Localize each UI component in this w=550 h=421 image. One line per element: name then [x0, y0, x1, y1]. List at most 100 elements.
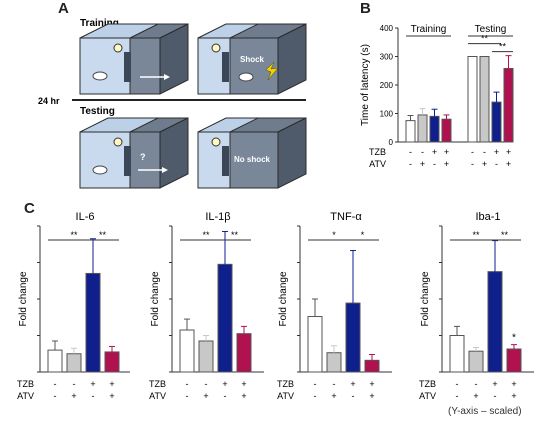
il6-tzb-row-label: TZB: [17, 379, 34, 389]
il1b-atv-sign: -: [186, 391, 189, 401]
latency-tzb-sign: +: [432, 147, 437, 157]
question-mark: ?: [140, 152, 146, 162]
latency-atv-sign: +: [506, 159, 511, 169]
latency-group-label: Testing: [475, 24, 507, 35]
tnfa-tzb-sign: -: [333, 379, 336, 389]
il1b-title: IL-1β: [205, 211, 230, 223]
latency-y-tick-label: 300: [380, 53, 394, 62]
iba1-bar: [449, 335, 465, 373]
panel-label-c: C: [24, 200, 35, 217]
latency-atv-row-label: ATV: [369, 159, 386, 169]
testing-label: Testing: [80, 106, 115, 117]
light-bulb-icon: [113, 137, 123, 147]
il6-sig-label: **: [70, 230, 78, 240]
lightning-bolt-icon: [265, 61, 279, 81]
latency-atv-sign: +: [482, 159, 487, 169]
tnfa-bar: [345, 302, 361, 373]
latency-y-tick-label: 400: [380, 24, 394, 33]
light-bulb-icon: [113, 43, 123, 53]
light-bulb-icon: [211, 137, 221, 147]
latency-tzb-sign: -: [421, 147, 424, 157]
tnfa-title: TNF-α: [330, 211, 362, 223]
il6-bar: [104, 351, 120, 373]
latency-bar: [467, 56, 478, 143]
latency-y-tick-label: 100: [380, 110, 394, 119]
tnfa-sig-label: *: [361, 230, 365, 240]
il6-atv-sign: +: [109, 391, 114, 401]
il1b-atv-sign: +: [241, 391, 246, 401]
iba1-extra-sig-label: *: [512, 333, 516, 344]
training-box-dark: Shock: [197, 23, 307, 95]
tnfa-atv-sign: -: [352, 391, 355, 401]
latency-bar: [429, 115, 440, 143]
latency-group-label: Training: [411, 24, 447, 35]
latency-tzb-sign: +: [494, 147, 499, 157]
mouse-icon: [92, 71, 108, 81]
il1b-bar: [236, 333, 252, 373]
iba1-tzb-sign: -: [456, 379, 459, 389]
axis-scale-note: (Y-axis – scaled): [448, 406, 522, 417]
latency-tzb-row-label: TZB: [369, 147, 386, 157]
tnfa-y-axis-label: Fold change: [278, 271, 289, 326]
tnfa-bar: [307, 316, 323, 373]
testing-box-dark: No shock: [197, 117, 307, 189]
testing-box-light: ?: [79, 117, 189, 189]
il1b-bar: [217, 263, 233, 373]
il6-atv-row-label: ATV: [17, 391, 34, 401]
tnfa-sig-label: *: [332, 230, 336, 240]
il6-bar: [47, 349, 63, 373]
il6-atv-sign: -: [92, 391, 95, 401]
tnfa-tzb-sign: +: [369, 379, 374, 389]
tnfa-atv-row-label: ATV: [277, 391, 294, 401]
latency-tzb-sign: -: [409, 147, 412, 157]
iba1-sig-label: **: [501, 230, 509, 240]
il1b-atv-sign: +: [203, 391, 208, 401]
mouse-icon: [238, 72, 254, 82]
latency-y-tick-label: 200: [380, 81, 394, 90]
mouse-icon: [92, 165, 108, 175]
il1b-sig-label: **: [231, 230, 239, 240]
iba1-tzb-sign: +: [492, 379, 497, 389]
il1b-tzb-sign: +: [222, 379, 227, 389]
tnfa-bar: [364, 359, 380, 373]
latency-atv-sign: -: [433, 159, 436, 169]
iba1-title: Iba-1: [475, 211, 500, 223]
latency-atv-sign: -: [409, 159, 412, 169]
latency-bar: [503, 67, 514, 143]
il1b-atv-sign: -: [224, 391, 227, 401]
il1b-y-axis-label: Fold change: [150, 271, 161, 326]
tnfa-atv-sign: +: [331, 391, 336, 401]
training-label: Training: [80, 18, 119, 29]
il1b-bar: [198, 340, 214, 373]
iba1-bar: [468, 350, 484, 373]
iba1-atv-row-label: ATV: [419, 391, 436, 401]
iba1-atv-sign: -: [494, 391, 497, 401]
iba1-sig-label: **: [472, 230, 480, 240]
iba1-bar: [506, 348, 522, 373]
il6-bar: [66, 353, 82, 373]
iba1-bar: [487, 271, 503, 373]
il1b-sig-label: **: [202, 230, 210, 240]
latency-tzb-sign: +: [506, 147, 511, 157]
training-box-light: [79, 23, 189, 95]
il6-atv-sign: +: [71, 391, 76, 401]
il6-title: IL-6: [76, 211, 95, 223]
latency-atv-sign: +: [420, 159, 425, 169]
il1b-tzb-sign: -: [186, 379, 189, 389]
il1b-tzb-row-label: TZB: [149, 379, 166, 389]
panel-label-b: B: [360, 0, 371, 17]
latency-bar: [479, 56, 490, 143]
il6-tzb-sign: -: [54, 379, 57, 389]
il6-atv-sign: -: [54, 391, 57, 401]
il1b-atv-row-label: ATV: [149, 391, 166, 401]
iba1-atv-sign: +: [473, 391, 478, 401]
il6-tzb-sign: +: [90, 379, 95, 389]
shock-label: Shock: [240, 55, 265, 64]
latency-bar: [491, 101, 502, 143]
latency-atv-sign: -: [471, 159, 474, 169]
iba1-atv-sign: -: [456, 391, 459, 401]
tnfa-atv-sign: +: [369, 391, 374, 401]
iba1-y-axis-label: Fold change: [420, 271, 431, 326]
latency-tzb-sign: -: [471, 147, 474, 157]
